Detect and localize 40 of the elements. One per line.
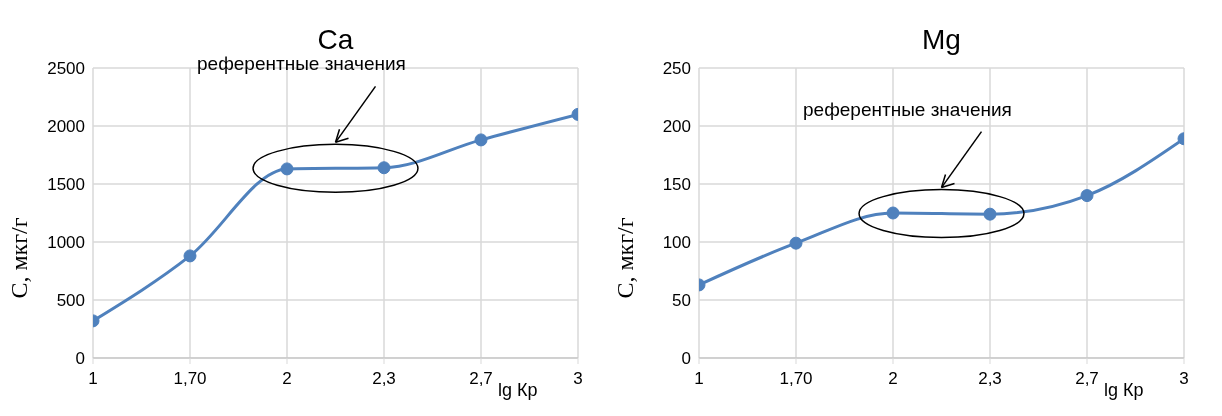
x-tick-label: 2 bbox=[282, 369, 292, 389]
x-tick-label: 1 bbox=[694, 369, 704, 389]
x-tick-label: 3 bbox=[573, 369, 583, 389]
y-tick-label: 250 bbox=[662, 59, 691, 79]
y-tick-label: 2500 bbox=[47, 59, 85, 79]
point bbox=[474, 133, 488, 147]
x-tick-label: 2,3 bbox=[978, 369, 1002, 389]
point bbox=[1080, 189, 1094, 203]
x-tick-label: 1 bbox=[88, 369, 98, 389]
chart-title: Ca bbox=[316, 24, 355, 56]
x-tick-label: 2,7 bbox=[469, 369, 493, 389]
x-tick-label: 2 bbox=[888, 369, 898, 389]
x-axis-title: lg Кр bbox=[498, 380, 538, 401]
y-tick-label: 1500 bbox=[47, 175, 85, 195]
x-tick-label: 2,7 bbox=[1075, 369, 1099, 389]
y-axis-title: С, мкг/г bbox=[5, 217, 32, 299]
point bbox=[377, 161, 391, 175]
chart-title: Mg bbox=[921, 24, 962, 56]
x-tick-label: 1,70 bbox=[779, 369, 813, 389]
x-tick-label: 1,70 bbox=[173, 369, 207, 389]
point bbox=[983, 207, 997, 221]
point bbox=[886, 206, 900, 220]
y-tick-label: 100 bbox=[662, 233, 691, 253]
annotation: референтные значения bbox=[803, 98, 1012, 121]
y-tick-label: 0 bbox=[75, 349, 85, 369]
annotation: референтные значения bbox=[197, 53, 406, 76]
y-tick-label: 150 bbox=[662, 175, 691, 195]
y-tick-label: 2000 bbox=[47, 117, 85, 137]
y-tick-label: 200 bbox=[662, 117, 691, 137]
point bbox=[789, 236, 803, 250]
y-tick-label: 50 bbox=[672, 291, 691, 311]
x-axis-title: lg Кр bbox=[1104, 380, 1144, 401]
x-tick-label: 2,3 bbox=[372, 369, 396, 389]
point bbox=[280, 162, 294, 176]
point bbox=[183, 249, 197, 263]
x-tick-label: 3 bbox=[1179, 369, 1189, 389]
y-tick-label: 500 bbox=[56, 291, 85, 311]
y-tick-label: 0 bbox=[681, 349, 691, 369]
y-axis-title: С, мкг/г bbox=[611, 217, 638, 299]
y-tick-label: 1000 bbox=[47, 233, 85, 253]
